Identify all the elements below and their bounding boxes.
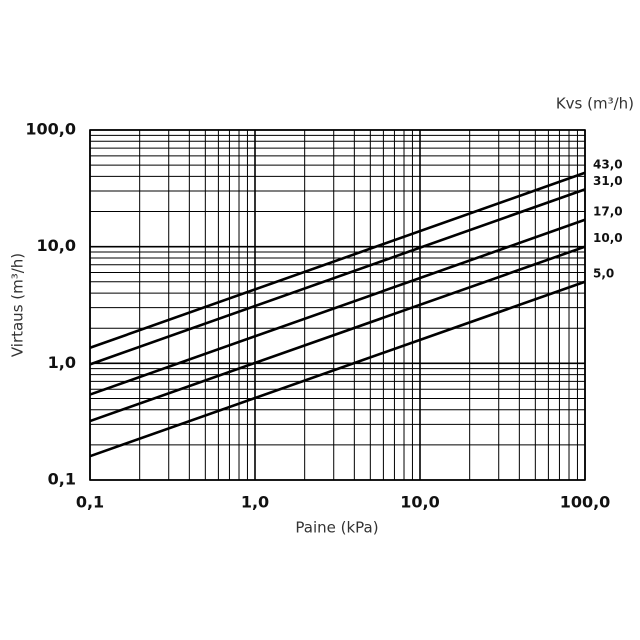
x-tick-label: 1,0 (241, 493, 269, 512)
x-tick-label: 100,0 (560, 493, 611, 512)
series-line (89, 171, 586, 349)
series-line (89, 218, 586, 396)
y-tick-label: 1,0 (48, 353, 76, 372)
y-tick-label: 100,0 (25, 120, 76, 139)
series-label: 31,0 (593, 174, 623, 188)
x-axis-label: Paine (kPa) (295, 519, 378, 537)
plot-frame (89, 129, 586, 481)
series-line (89, 280, 586, 458)
legend-title: Kvs (m³/h) (556, 95, 634, 113)
series-label: 10,0 (593, 231, 623, 245)
y-tick-label: 0,1 (48, 470, 76, 489)
series-line (89, 245, 586, 423)
y-tick-label: 10,0 (37, 236, 76, 255)
series-label: 17,0 (593, 204, 623, 218)
series-label: 5,0 (593, 266, 614, 280)
x-tick-label: 0,1 (76, 493, 104, 512)
series-line (89, 188, 586, 366)
y-axis-label: Virtaus (m³/h) (9, 253, 27, 357)
series-label: 43,0 (593, 157, 623, 171)
x-tick-label: 10,0 (400, 493, 439, 512)
